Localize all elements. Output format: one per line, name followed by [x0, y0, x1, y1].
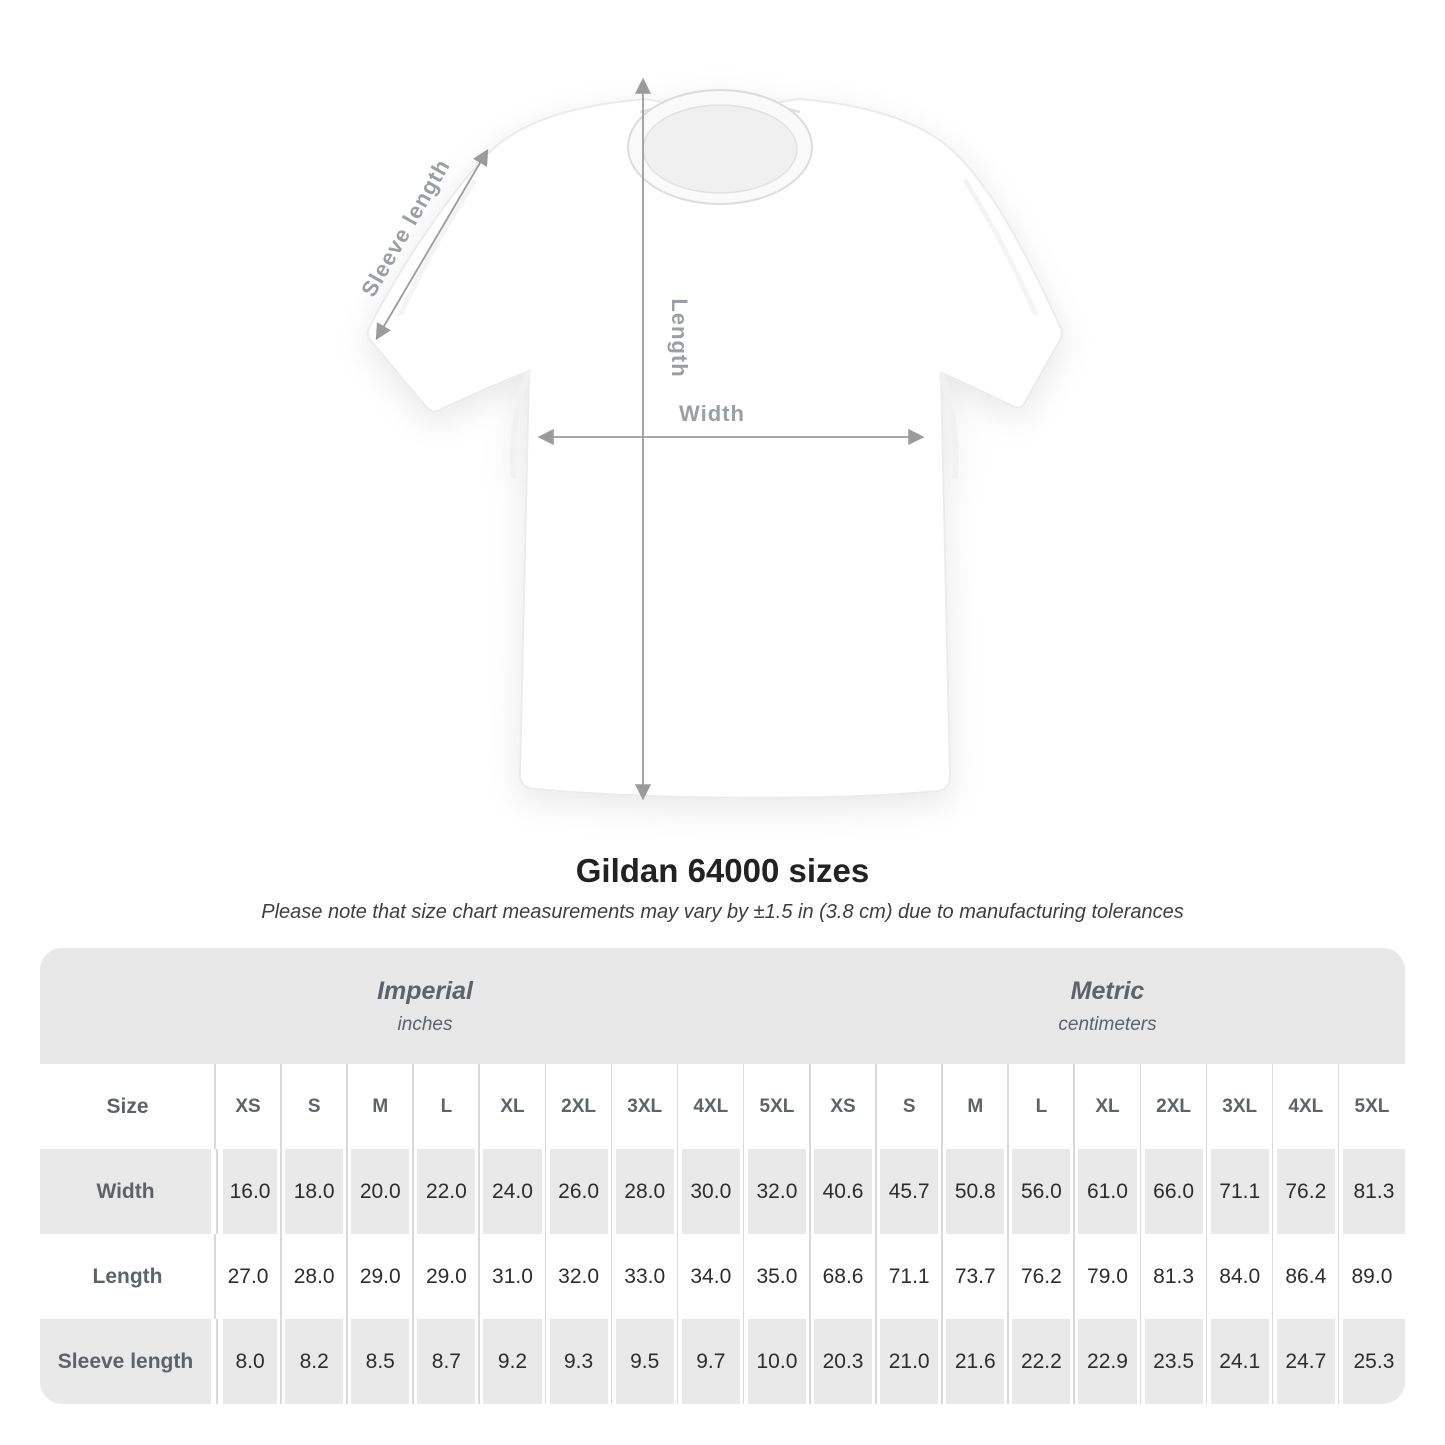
size-value-cell: 20.3: [808, 1319, 876, 1404]
size-value-cell: 81.3: [1337, 1149, 1405, 1234]
size-value-cell: 28.0: [280, 1234, 348, 1319]
size-column-header-5xl-imperial: 5XL: [742, 1064, 810, 1149]
size-column-header-m-imperial: M: [346, 1064, 414, 1149]
size-value-cell: 22.9: [1073, 1319, 1140, 1404]
sleeve-length-arrow: [375, 148, 489, 341]
size-value-cell: 61.0: [1073, 1149, 1140, 1234]
corner-size-label: Size: [40, 1064, 215, 1149]
size-value-cell: 23.5: [1139, 1319, 1207, 1404]
size-value-cell: 40.6: [808, 1149, 876, 1234]
size-value-cell: 16.0: [215, 1149, 281, 1234]
size-value-cell: 32.0: [544, 1234, 612, 1319]
size-value-cell: 89.0: [1337, 1234, 1405, 1319]
size-value-cell: 8.2: [280, 1319, 347, 1404]
size-value-cell: 73.7: [941, 1234, 1009, 1319]
size-value-cell: 29.0: [412, 1234, 480, 1319]
group-title: Metric: [1070, 976, 1145, 1005]
size-value-cell: 35.0: [742, 1234, 810, 1319]
size-value-cell: 45.7: [875, 1149, 942, 1234]
size-value-cell: 31.0: [478, 1234, 546, 1319]
size-value-cell: 33.0: [610, 1234, 678, 1319]
size-value-cell: 18.0: [280, 1149, 347, 1234]
size-value-cell: 32.0: [742, 1149, 810, 1234]
size-value-cell: 22.2: [1007, 1319, 1074, 1404]
size-column-header-5xl-metric: 5XL: [1337, 1064, 1405, 1149]
size-value-cell: 26.0: [544, 1149, 612, 1234]
row-label-length: Length: [40, 1234, 215, 1319]
group-header-imperial: Imperial inches: [40, 948, 810, 1064]
collar-opening: [642, 104, 798, 194]
size-value-cell: 20.0: [346, 1149, 413, 1234]
group-title: Imperial: [377, 976, 473, 1005]
right-armpit-shadow: [938, 373, 959, 479]
size-value-cell: 28.0: [610, 1149, 678, 1234]
group-subtitle: centimeters: [1058, 1013, 1157, 1035]
size-value-cell: 8.7: [412, 1319, 479, 1404]
size-value-cell: 27.0: [213, 1234, 282, 1319]
measurement-arrows: [375, 77, 925, 801]
size-column-header-xl-imperial: XL: [478, 1064, 546, 1149]
size-value-cell: 24.0: [478, 1149, 545, 1234]
size-value-cell: 10.0: [742, 1319, 810, 1404]
size-column-header-4xl-metric: 4XL: [1271, 1064, 1339, 1149]
size-column-header-l-metric: L: [1007, 1064, 1075, 1149]
size-column-header-3xl-metric: 3XL: [1205, 1064, 1273, 1149]
size-column-header-xs-metric: XS: [808, 1064, 877, 1149]
size-value-cell: 8.0: [215, 1319, 281, 1404]
size-value-cell: 22.0: [412, 1149, 479, 1234]
size-column-header-3xl-imperial: 3XL: [610, 1064, 678, 1149]
left-armpit-shadow: [509, 370, 531, 479]
size-value-cell: 71.1: [875, 1234, 943, 1319]
size-column-header-m-metric: M: [941, 1064, 1009, 1149]
page-title: Gildan 64000 sizes: [575, 852, 870, 889]
size-value-cell: 9.2: [478, 1319, 545, 1404]
size-column-header-l-imperial: L: [412, 1064, 480, 1149]
size-value-cell: 81.3: [1139, 1234, 1207, 1319]
size-value-cell: 50.8: [941, 1149, 1008, 1234]
size-value-cell: 8.5: [346, 1319, 413, 1404]
size-column-header-4xl-imperial: 4XL: [676, 1064, 744, 1149]
size-value-cell: 79.0: [1073, 1234, 1141, 1319]
size-value-cell: 34.0: [676, 1234, 744, 1319]
size-value-cell: 24.7: [1271, 1319, 1339, 1404]
row-label-width: Width: [40, 1149, 215, 1234]
size-value-cell: 24.1: [1205, 1319, 1273, 1404]
size-table: Imperial inches Metric centimeters Size XS S M L…: [40, 948, 1405, 1404]
size-column-header-2xl-metric: 2XL: [1139, 1064, 1207, 1149]
size-column-header-2xl-imperial: 2XL: [544, 1064, 612, 1149]
size-column-header-s-metric: S: [875, 1064, 943, 1149]
group-header-metric: Metric centimeters: [810, 948, 1405, 1064]
size-value-cell: 21.0: [875, 1319, 942, 1404]
tshirt-image: [366, 89, 1063, 799]
size-value-cell: 21.6: [941, 1319, 1008, 1404]
collar: [627, 89, 813, 205]
size-column-header-xl-metric: XL: [1073, 1064, 1141, 1149]
size-value-cell: 25.3: [1337, 1319, 1405, 1404]
size-value-cell: 66.0: [1139, 1149, 1207, 1234]
size-value-cell: 86.4: [1271, 1234, 1339, 1319]
size-value-cell: 9.7: [676, 1319, 744, 1404]
size-value-cell: 76.2: [1271, 1149, 1339, 1234]
size-value-cell: 56.0: [1007, 1149, 1074, 1234]
size-value-cell: 30.0: [676, 1149, 744, 1234]
tshirt-body: [366, 98, 1063, 799]
size-value-cell: 29.0: [346, 1234, 414, 1319]
right-sleeve-crease: [962, 178, 1039, 316]
size-value-cell: 68.6: [808, 1234, 877, 1319]
length-label: Length: [667, 298, 692, 377]
group-subtitle: inches: [397, 1013, 453, 1035]
row-label-sleeve-length: Sleeve length: [40, 1319, 215, 1404]
tshirt-measurement-diagram: Sleeve length Length Width: [356, 77, 1063, 801]
size-value-cell: 71.1: [1205, 1149, 1273, 1234]
width-label: Width: [679, 401, 745, 426]
size-value-cell: 84.0: [1205, 1234, 1273, 1319]
size-value-cell: 9.3: [544, 1319, 612, 1404]
size-column-header-xs-imperial: XS: [213, 1064, 282, 1149]
tolerance-note: Please note that size chart measurements…: [261, 901, 1184, 923]
size-value-cell: 76.2: [1007, 1234, 1075, 1319]
size-column-header-s-imperial: S: [280, 1064, 348, 1149]
size-value-cell: 9.5: [610, 1319, 678, 1404]
